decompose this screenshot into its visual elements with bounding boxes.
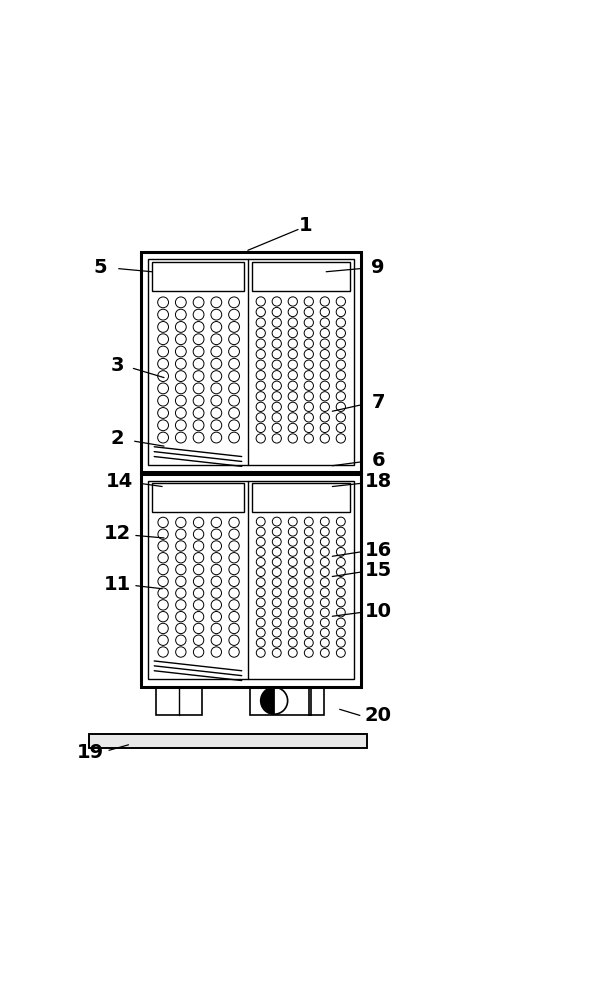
Text: 18: 18 [365,472,392,491]
Bar [148,481,354,679]
Bar [250,687,311,715]
Bar [309,687,324,715]
Text: 19: 19 [77,743,104,762]
Bar [148,259,354,465]
Bar [141,474,361,687]
Text: 1: 1 [299,216,313,235]
Wedge shape [261,688,274,714]
Text: 10: 10 [365,602,392,621]
Bar [152,262,244,291]
Bar [252,262,350,291]
Text: 16: 16 [365,541,392,560]
Text: 5: 5 [94,258,107,277]
Bar [89,734,367,748]
Bar [141,252,361,472]
Bar [156,687,202,715]
Text: 3: 3 [111,356,124,375]
Text: 11: 11 [104,575,131,594]
Text: 7: 7 [371,393,385,412]
Text: 9: 9 [371,258,385,277]
Text: 14: 14 [106,472,133,491]
Text: 15: 15 [365,561,392,580]
Bar [252,483,350,512]
Text: 6: 6 [371,451,385,470]
Bar [89,734,367,748]
Text: 20: 20 [365,706,392,725]
Text: 2: 2 [111,429,124,448]
Bar [152,483,244,512]
Text: 12: 12 [104,524,131,543]
